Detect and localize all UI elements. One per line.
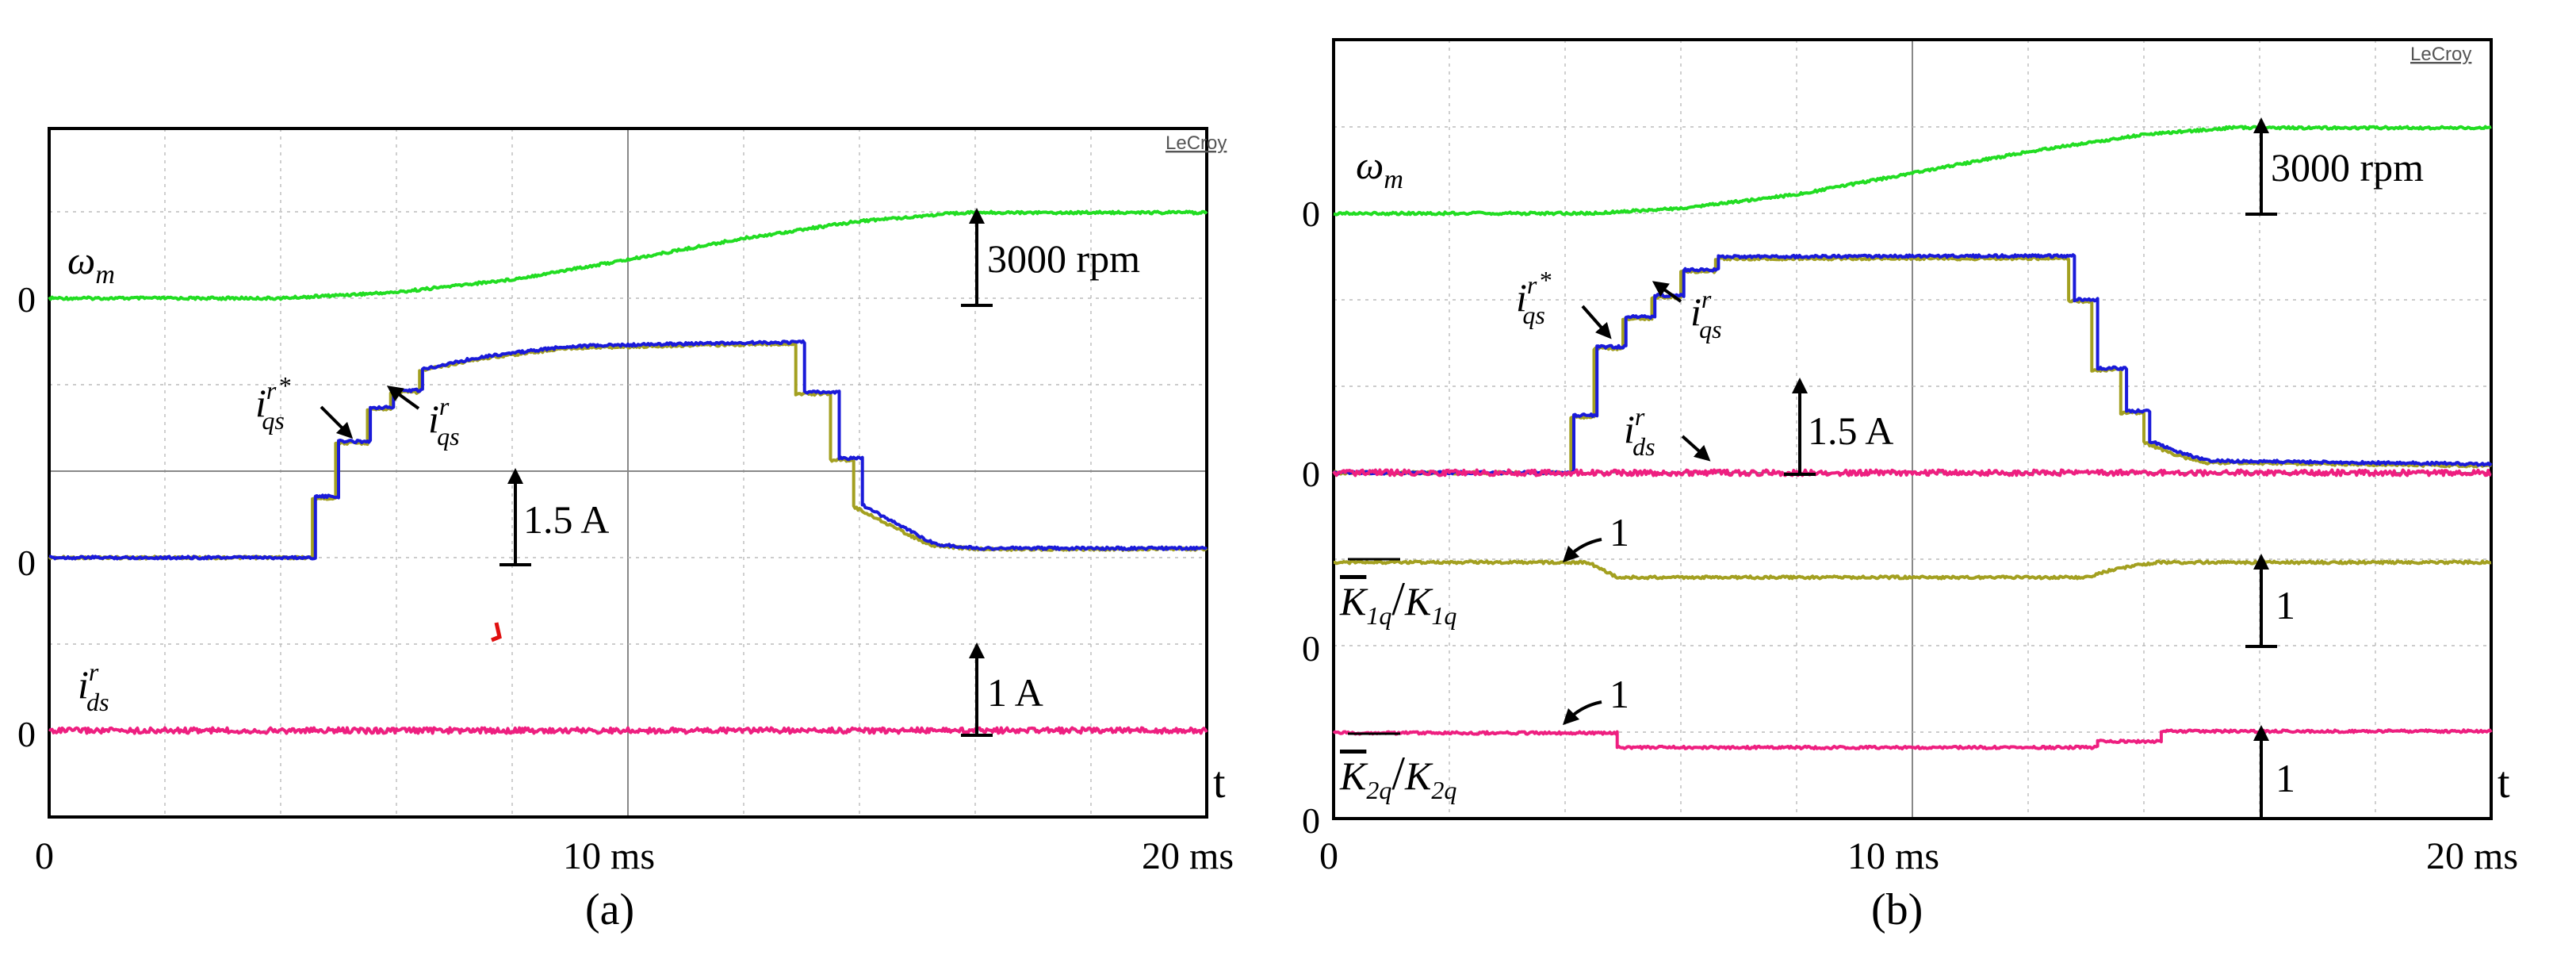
plot-frame-a (48, 127, 1208, 819)
iqs-label-a: ir qs (428, 392, 460, 451)
x-tick-b-20: 20 ms (2426, 835, 2518, 877)
brand-label-a: LeCroy (1166, 132, 1227, 154)
panel-label-a: (a) (585, 885, 634, 934)
k2q-one-label-b: 1 (1610, 672, 1629, 716)
zero-label-a-speed: 0 (17, 279, 36, 320)
trace-speed (48, 209, 1208, 301)
stray-marker-a (491, 622, 502, 642)
zero-label-b-k2q: 0 (1302, 800, 1320, 841)
trace-iqs (48, 339, 1208, 561)
scale-label-b-iqs: 1.5 A (1808, 408, 1893, 453)
x-tick-a-0: 0 (35, 835, 54, 877)
k2q-ratio-label-b: K2q/K2q (1339, 747, 1456, 804)
scale-label-b-k2q: 1 (2276, 756, 2295, 800)
scale-label-a-iqs: 1.5 A (523, 497, 609, 542)
zero-label-b-currents: 0 (1302, 454, 1320, 494)
arrow-iqs-ref-b (1581, 305, 1612, 339)
iqs-label-b: ir qs (1690, 285, 1722, 343)
scale-label-a-ids: 1 A (987, 670, 1043, 715)
iqs-ref-label-b: ir* qs (1516, 266, 1551, 329)
brand-label-b: LeCroy (2410, 44, 2471, 65)
zero-label-a-iqs: 0 (17, 543, 36, 583)
omega-m-label-a: ωm (67, 238, 115, 290)
x-tick-a-10: 10 ms (563, 835, 655, 877)
arrow-k1q-one-b (1562, 538, 1602, 563)
trace-speed (1333, 125, 2492, 217)
panel-b: LeCroy 0 0 0 0 0 10 ms 20 ms t (b) ωm ir… (1302, 38, 2518, 934)
arrow-iqs-b (1652, 281, 1682, 303)
k1q-one-label-b: 1 (1610, 510, 1629, 554)
arrow-k2q-one-b (1562, 700, 1602, 726)
plot-frame-b (1332, 38, 2493, 820)
trace-K2q_ratio (1332, 728, 2493, 750)
traces-a (48, 209, 1208, 735)
trace-ids (1332, 468, 2492, 477)
panel-a: LeCroy 0 0 0 0 10 ms 20 ms t (a) ωm ir* q… (17, 127, 1234, 934)
x-axis-label-b: t (2498, 758, 2510, 807)
ids-label-b: ir ds (1624, 402, 1655, 461)
iqs-ref-label-a: ir* qs (255, 371, 290, 435)
zero-label-b-speed: 0 (1302, 194, 1320, 234)
x-axis-label-a: t (1213, 758, 1226, 807)
scale-label-b-k1q: 1 (2276, 583, 2295, 627)
ids-label-a: ir ds (78, 658, 109, 716)
trace-K1q_ratio (1333, 559, 2492, 581)
zero-label-a-ids: 0 (17, 714, 36, 754)
x-tick-a-20: 20 ms (1142, 835, 1234, 877)
trace-ids (48, 726, 1208, 735)
arrow-iqs-a (386, 385, 420, 410)
traces-b (1332, 125, 2493, 750)
k1q-ratio-label-b: K1q/K1q (1339, 573, 1456, 630)
panel-label-b: (b) (1871, 885, 1923, 934)
arrow-iqs-ref-a (320, 405, 354, 439)
zero-label-b-k1q: 0 (1302, 628, 1320, 669)
x-tick-b-0: 0 (1319, 835, 1338, 877)
scale-label-a-speed: 3000 rpm (987, 236, 1140, 281)
omega-m-label-b: ωm (1356, 143, 1403, 194)
x-tick-b-10: 10 ms (1847, 835, 1939, 877)
arrow-ids-b (1681, 435, 1711, 462)
scale-label-b-speed: 3000 rpm (2271, 145, 2424, 190)
